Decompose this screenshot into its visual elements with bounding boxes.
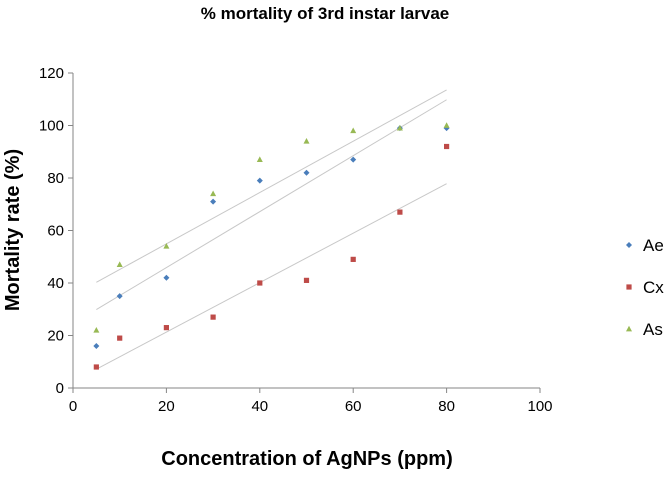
y-tick-label: 120 <box>39 65 64 82</box>
trendline-cx <box>96 183 447 370</box>
x-tick-label: 20 <box>158 398 175 415</box>
x-tick-label: 40 <box>251 398 268 415</box>
y-tick-label: 80 <box>47 170 64 187</box>
legend-label: Cx <box>643 278 664 297</box>
data-point-as <box>116 261 123 268</box>
y-tick-label: 20 <box>47 328 64 345</box>
data-markers <box>93 122 450 370</box>
data-point-as <box>256 156 263 163</box>
data-point-cx <box>303 277 310 283</box>
legend-item-cx: Cx <box>626 278 664 297</box>
data-point-as <box>396 124 403 131</box>
legend-marker-as <box>626 325 632 332</box>
data-point-cx <box>210 314 216 320</box>
data-point-cx <box>257 280 263 286</box>
legend-item-as: As <box>626 320 663 339</box>
legend: Ae Cx As <box>626 236 664 339</box>
legend-marker-ae <box>626 242 632 248</box>
trendline-as <box>96 89 447 283</box>
y-tick-label: 40 <box>47 275 64 292</box>
data-point-cx <box>397 209 403 215</box>
x-tick-label: 60 <box>345 398 362 415</box>
y-tick-label: 60 <box>47 223 64 240</box>
y-axis-ticks: 0 20 40 60 80 100 120 <box>39 65 73 397</box>
data-point-ae <box>210 198 217 205</box>
data-point-cx <box>350 256 356 262</box>
data-point-ae <box>303 169 310 176</box>
trendlines <box>96 89 447 370</box>
x-axis-title: Concentration of AgNPs (ppm) <box>161 448 452 470</box>
legend-label: As <box>643 320 663 339</box>
data-point-cx <box>444 143 450 150</box>
x-tick-label: 0 <box>69 398 77 415</box>
legend-item-ae: Ae <box>626 236 664 255</box>
data-point-ae <box>116 293 123 300</box>
data-point-as <box>303 138 310 144</box>
plot-area: 0 20 40 60 80 100 120 0 20 40 60 80 100 <box>39 65 553 415</box>
y-tick-label: 100 <box>39 118 64 135</box>
data-point-cx <box>117 335 123 341</box>
chart-title: % mortality of 3rd instar larvae <box>201 4 449 23</box>
data-point-cx <box>163 325 169 331</box>
data-point-ae <box>256 177 263 184</box>
data-point-as <box>350 127 357 134</box>
legend-marker-cx <box>626 284 632 290</box>
x-tick-label: 80 <box>438 398 455 415</box>
trendline-ae <box>96 99 447 310</box>
data-point-ae <box>93 343 100 349</box>
data-point-as <box>210 190 217 197</box>
x-axis-ticks: 0 20 40 60 80 100 <box>69 388 553 415</box>
data-point-as <box>163 243 170 249</box>
data-point-ae <box>163 274 170 281</box>
y-axis-title: Mortality rate (%) <box>2 149 24 311</box>
data-point-cx <box>93 364 99 370</box>
y-tick-label: 0 <box>56 380 64 397</box>
data-point-as <box>443 122 450 128</box>
legend-label: Ae <box>643 236 664 255</box>
data-point-as <box>93 327 100 333</box>
data-point-ae <box>350 156 357 163</box>
x-tick-label: 100 <box>527 398 552 415</box>
